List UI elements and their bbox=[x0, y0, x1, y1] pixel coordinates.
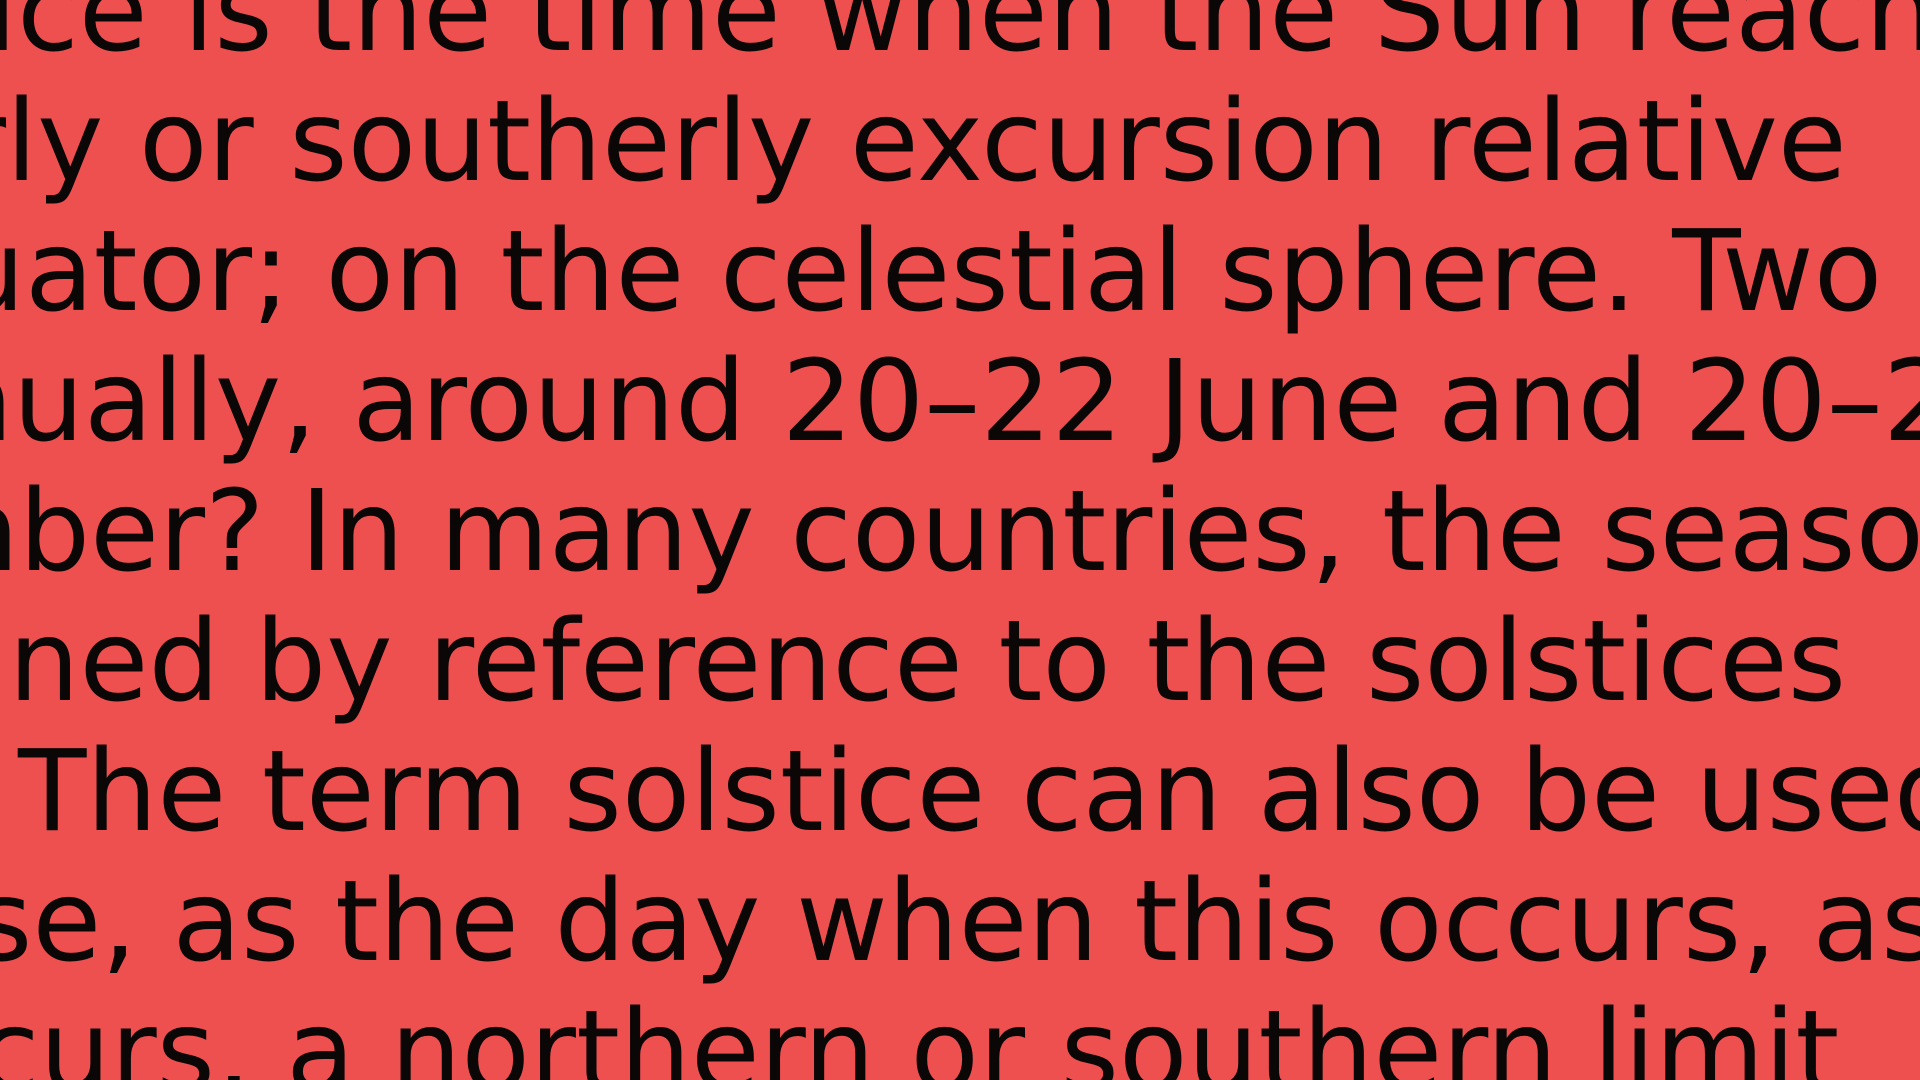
text-line-7: The term solstice can also be used bbox=[18, 727, 1920, 857]
text-line-9: curs, a northern or southern limit bbox=[0, 987, 1840, 1080]
text-line-3: uator; on the celestial sphere. Two bbox=[0, 207, 1883, 337]
text-line-4: nually, around 20–22 June and 20–2 bbox=[0, 337, 1920, 467]
text-line-5: nber? In many countries, the seaso bbox=[0, 467, 1920, 597]
text-line-6: fined by reference to the solstices bbox=[0, 597, 1847, 727]
text-line-1: ice is the time when the Sun reach bbox=[0, 0, 1920, 77]
text-line-8: se, as the day when this occurs, as t bbox=[0, 857, 1920, 987]
text-line-2: rly or southerly excursion relative bbox=[0, 77, 1847, 207]
